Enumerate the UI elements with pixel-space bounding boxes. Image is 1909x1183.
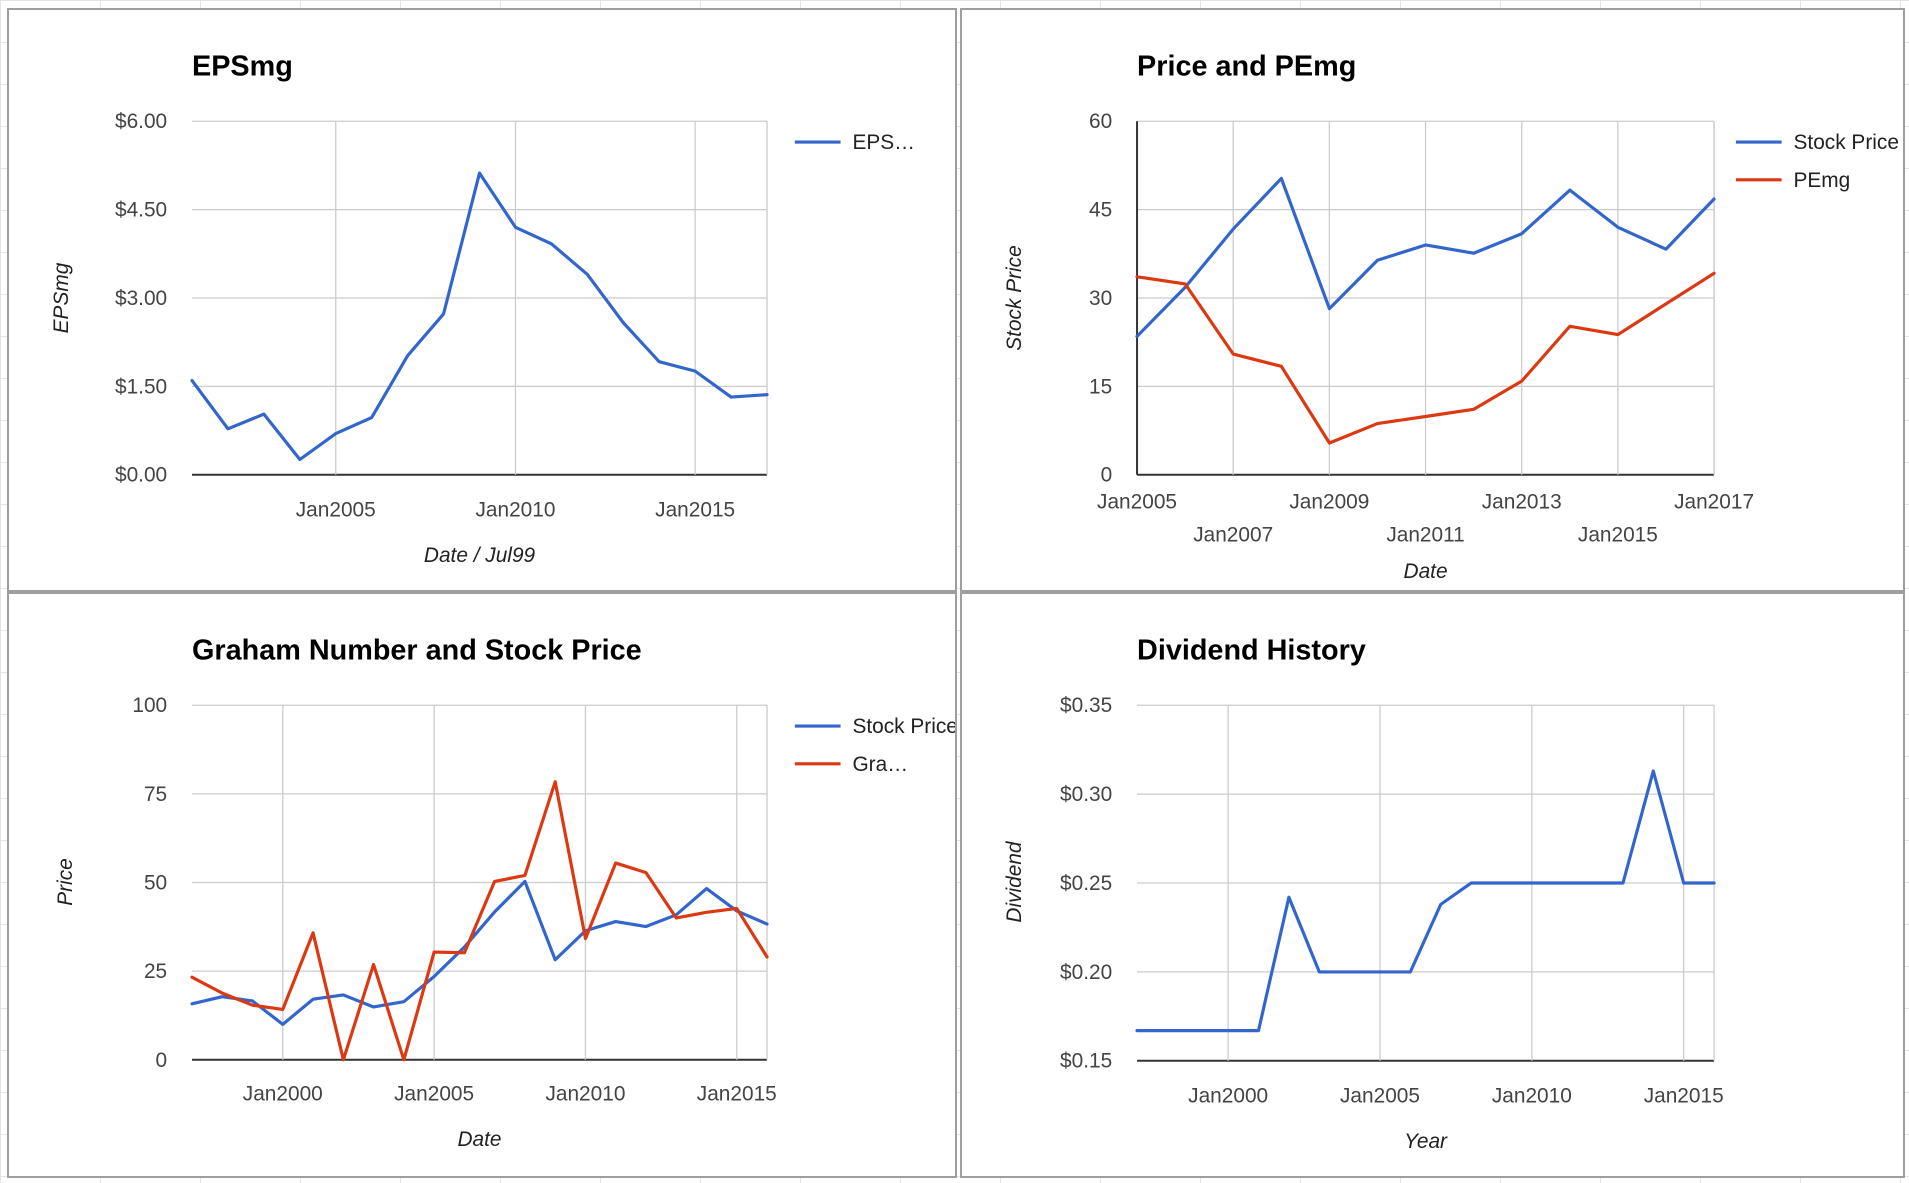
legend-item: EPS… — [794, 131, 915, 154]
x-tick-label: Jan2013 — [1482, 491, 1562, 514]
legend-label: EPS… — [852, 131, 915, 154]
chart-title: Price and PEmg — [1137, 51, 1356, 83]
y-tick-label: $0.15 — [1060, 1050, 1112, 1073]
chart-svg: EPSmg $0.00 $1.50 $3.00 $4.50 $6.00 Jan2005 Jan… — [50, 51, 915, 568]
y-tick-label: $0.30 — [1060, 783, 1112, 806]
series-line — [190, 879, 769, 1026]
x-axis-title: Year — [1404, 1130, 1448, 1153]
series-line — [1135, 176, 1716, 338]
x-tick-label: Jan2005 — [1340, 1085, 1420, 1108]
chart-title: Dividend History — [1137, 635, 1366, 667]
legend-label: Stock Price — [1794, 131, 1899, 154]
legend-label: Gra… — [852, 753, 908, 776]
x-tick-label: Jan2010 — [1492, 1085, 1572, 1108]
y-tick-label: $6.00 — [115, 110, 167, 133]
x-tick-label: Jan2005 — [394, 1083, 474, 1106]
x-tick-label: Jan2010 — [545, 1083, 625, 1106]
x-tick-label: Jan2009 — [1289, 491, 1369, 514]
series-line — [190, 171, 769, 462]
chart-title: EPSmg — [192, 51, 293, 83]
y-tick-label: $0.20 — [1060, 961, 1112, 984]
series-line — [190, 780, 769, 1062]
y-axis-title: EPSmg — [50, 262, 73, 333]
series-line — [1135, 769, 1716, 1033]
legend-item: Stock Price — [1735, 131, 1899, 154]
chart-panel-dividend-history: Dividend History $0.15 $0.20 $0.25 $0.30 $0.3… — [960, 592, 1905, 1178]
y-tick-label: $0.00 — [115, 464, 167, 487]
x-axis-title: Date / Jul99 — [424, 544, 536, 567]
y-axis-title: Dividend — [1003, 840, 1026, 923]
x-tick-label: Jan2007 — [1193, 523, 1273, 546]
x-tick-label: Jan2011 — [1386, 523, 1464, 546]
series-line — [1135, 271, 1716, 445]
y-tick-label: 60 — [1089, 110, 1112, 133]
x-tick-label: Jan2000 — [243, 1083, 323, 1106]
x-axis-title: Date — [458, 1128, 502, 1151]
y-tick-label: $4.50 — [115, 199, 167, 222]
y-tick-label: $0.35 — [1060, 694, 1112, 717]
x-tick-label: Jan2005 — [1097, 491, 1177, 514]
y-tick-label: 75 — [144, 783, 167, 806]
x-tick-label: Jan2010 — [475, 499, 555, 522]
y-tick-label: 0 — [156, 1049, 168, 1072]
y-tick-label: $1.50 — [115, 375, 167, 398]
x-tick-label: Jan2017 — [1674, 491, 1754, 514]
y-tick-label: 0 — [1101, 464, 1113, 487]
x-tick-label: Jan2015 — [1644, 1085, 1724, 1108]
chart-svg: Price and PEmg 0 15 30 45 60 Jan2005 Jan2007 Jan… — [1003, 51, 1899, 584]
y-tick-label: 50 — [144, 871, 167, 894]
chart-svg: Dividend History $0.15 $0.20 $0.25 $0.30 $0.3… — [1003, 635, 1724, 1154]
y-tick-label: 45 — [1089, 199, 1112, 222]
y-axis-title: Price — [54, 858, 77, 906]
x-tick-label: Jan2000 — [1188, 1085, 1268, 1108]
y-tick-label: $0.25 — [1060, 872, 1112, 895]
chart-title: Graham Number and Stock Price — [192, 635, 642, 667]
y-tick-label: 30 — [1089, 287, 1112, 310]
y-tick-label: 100 — [132, 694, 167, 717]
legend-label: PEmg — [1794, 169, 1851, 192]
chart-svg: Graham Number and Stock Price 0 25 50 75 100 J… — [54, 635, 955, 1152]
x-axis-title: Date — [1404, 560, 1448, 583]
legend-label: Stock Price — [852, 715, 955, 738]
x-tick-label: Jan2015 — [1578, 523, 1658, 546]
y-axis-title: Stock Price — [1003, 245, 1026, 350]
y-tick-label: 25 — [144, 960, 167, 983]
chart-panel-epsmg: EPSmg $0.00 $1.50 $3.00 $4.50 $6.00 Jan2005 Jan… — [7, 8, 957, 592]
x-tick-label: Jan2015 — [655, 499, 735, 522]
y-tick-label: 15 — [1089, 375, 1112, 398]
legend-item: Stock Price — [794, 715, 955, 738]
y-tick-label: $3.00 — [115, 287, 167, 310]
legend-item: PEmg — [1735, 169, 1851, 192]
chart-panel-price-pemg: Price and PEmg 0 15 30 45 60 Jan2005 Jan2007 Jan… — [960, 8, 1905, 592]
x-tick-label: Jan2005 — [296, 499, 376, 522]
chart-panel-graham-number: Graham Number and Stock Price 0 25 50 75 100 J… — [7, 592, 957, 1178]
legend-item: Gra… — [794, 753, 908, 776]
x-tick-label: Jan2015 — [697, 1083, 777, 1106]
